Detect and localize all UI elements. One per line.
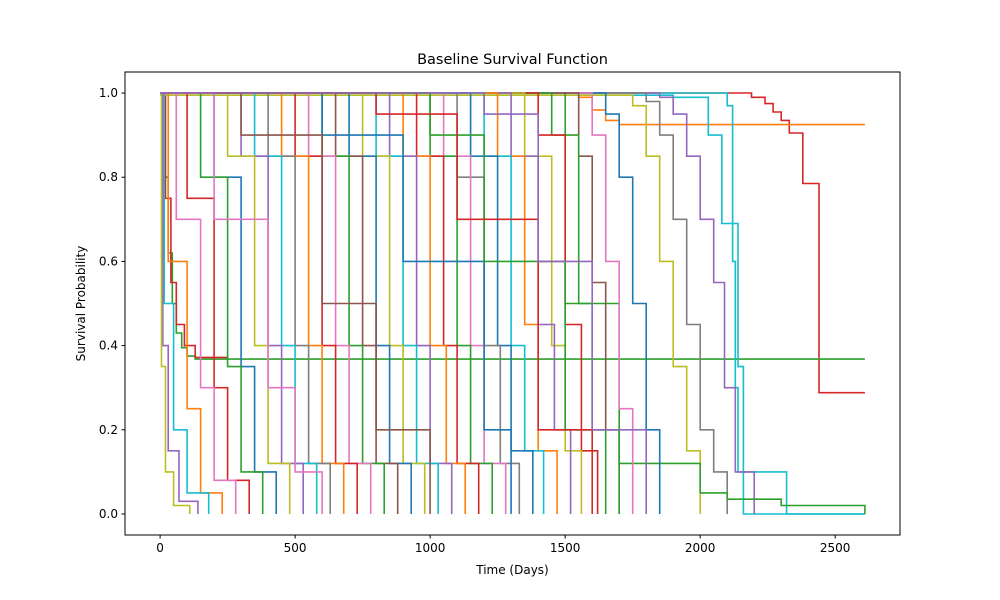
x-tick-label: 500 [284, 541, 307, 555]
survival-curve-38 [160, 92, 291, 514]
survival-curve-11 [160, 92, 661, 514]
survival-curve-44 [160, 92, 210, 514]
survival-curve-1 [160, 92, 865, 394]
survival-curve-43 [160, 92, 223, 514]
y-axis-ticks: 0.0 0.2 0.4 0.6 0.8 1.0 [99, 86, 125, 521]
survival-curve-42 [160, 92, 237, 514]
survival-curve-4 [160, 92, 229, 360]
y-tick-label: 0.0 [99, 507, 118, 521]
survival-curve-9 [160, 94, 701, 514]
x-tick-label: 0 [156, 541, 164, 555]
survival-curve-7 [160, 92, 755, 514]
survival-curve-47 [160, 92, 512, 514]
y-tick-label: 0.8 [99, 170, 118, 184]
x-axis-label: Time (Days) [475, 563, 549, 577]
plot-frame [124, 71, 901, 536]
y-tick-label: 0.4 [99, 339, 118, 353]
survival-curve-40 [160, 92, 264, 514]
survival-curve-6 [160, 94, 865, 515]
y-tick-label: 0.2 [99, 423, 118, 437]
series-layer [160, 92, 866, 515]
x-tick-label: 2000 [685, 541, 716, 555]
survival-curve-50 [160, 92, 593, 514]
x-axis-ticks: 0 500 1000 1500 2000 2500 [156, 535, 850, 555]
survival-curve-52 [160, 92, 647, 514]
y-tick-label: 1.0 [99, 86, 118, 100]
y-tick-label: 0.6 [99, 254, 118, 268]
x-tick-label: 1000 [415, 541, 446, 555]
survival-curve-46 [160, 92, 191, 514]
chart-title: Baseline Survival Function [417, 52, 608, 68]
survival-curve-45 [160, 92, 199, 514]
x-tick-label: 2500 [820, 541, 851, 555]
survival-curve-51 [160, 92, 323, 514]
survival-curve-12 [160, 92, 634, 514]
y-axis-label: Survival Probability [74, 246, 88, 362]
survival-curve-8 [160, 92, 728, 514]
x-tick-label: 1500 [550, 541, 581, 555]
survival-curve-49 [160, 92, 431, 514]
